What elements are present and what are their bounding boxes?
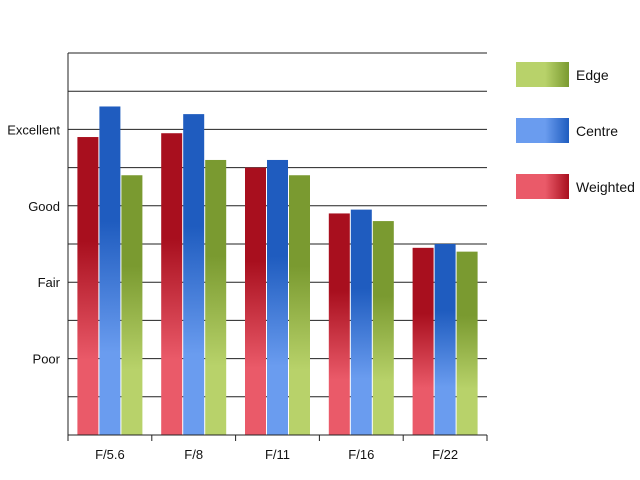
legend-item-centre: Centre bbox=[516, 118, 618, 143]
bars bbox=[77, 106, 478, 436]
y-tick-label-poor: Poor bbox=[33, 352, 61, 367]
legend-item-weighted: Weighted bbox=[516, 174, 635, 199]
bar-edge-f-16 bbox=[372, 221, 394, 435]
axes bbox=[67, 52, 488, 441]
bar-centre-f-11 bbox=[267, 159, 288, 435]
legend-item-edge: Edge bbox=[516, 62, 609, 87]
legend: Edge Centre Weighted bbox=[516, 62, 635, 199]
y-tick-labels: Poor Fair Good Excellent bbox=[7, 122, 60, 366]
y-tick-label-excellent: Excellent bbox=[7, 122, 60, 137]
bar-edge-f-11 bbox=[289, 175, 310, 436]
bar-weighted-f-11 bbox=[245, 167, 266, 435]
legend-swatch-edge bbox=[516, 62, 569, 87]
y-tick-label-fair: Fair bbox=[38, 275, 61, 290]
bar-weighted-f-22 bbox=[412, 247, 434, 435]
bar-weighted-f-8 bbox=[161, 133, 183, 435]
x-tick-label-f-16: F/16 bbox=[348, 447, 374, 462]
legend-label-centre: Centre bbox=[576, 123, 618, 139]
legend-label-weighted: Weighted bbox=[576, 179, 635, 195]
x-tick-label-f-11: F/11 bbox=[265, 447, 290, 462]
bar-weighted-f-5-6 bbox=[77, 137, 99, 436]
bar-edge-f-8 bbox=[205, 159, 227, 435]
bar-weighted-f-16 bbox=[328, 213, 350, 435]
legend-swatch-weighted bbox=[516, 174, 569, 199]
bar-centre-f-22 bbox=[434, 244, 456, 435]
legend-swatch-centre bbox=[516, 118, 569, 143]
bar-centre-f-5-6 bbox=[99, 106, 121, 435]
x-tick-label-f-5-6: F/5.6 bbox=[95, 447, 125, 462]
bar-edge-f-22 bbox=[456, 251, 478, 435]
bar-edge-f-5-6 bbox=[121, 175, 143, 436]
legend-label-edge: Edge bbox=[576, 67, 609, 83]
x-tick-label-f-22: F/22 bbox=[432, 447, 458, 462]
bar-centre-f-8 bbox=[183, 114, 205, 436]
y-tick-label-good: Good bbox=[28, 199, 60, 214]
x-tick-label-f-8: F/8 bbox=[184, 447, 203, 462]
x-tick-labels: F/5.6 F/8 F/11 F/16 F/22 bbox=[95, 447, 458, 462]
bar-centre-f-16 bbox=[350, 209, 372, 435]
